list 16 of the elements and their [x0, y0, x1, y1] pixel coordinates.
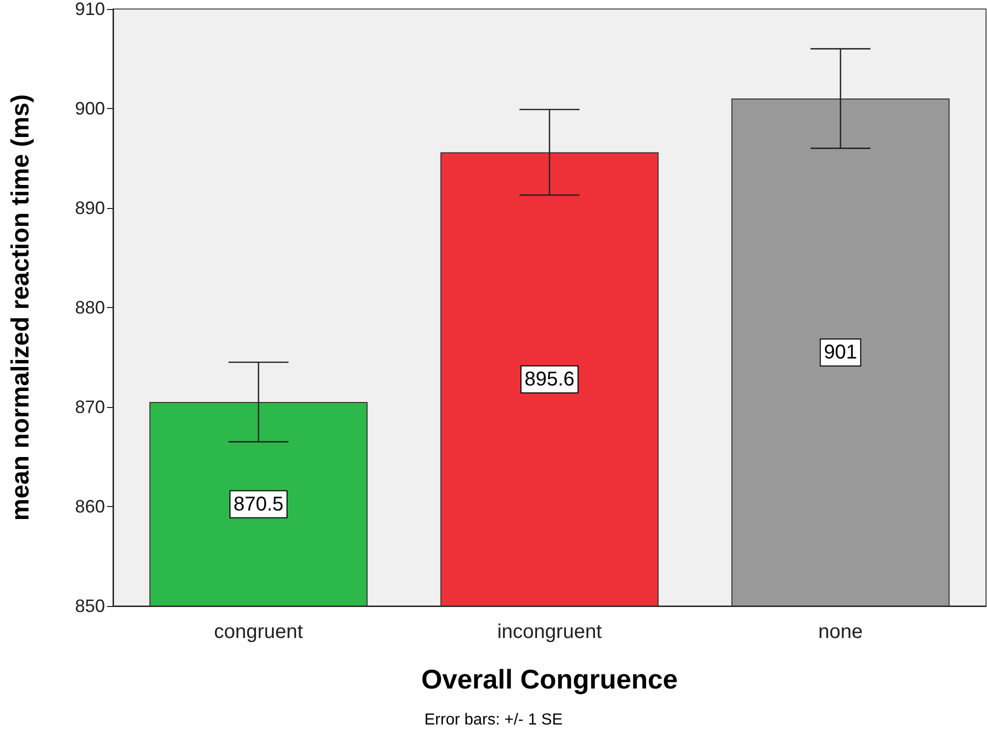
y-tick-label: 870	[74, 397, 105, 417]
data-label: 895.6	[524, 368, 575, 390]
y-tick-label: 850	[74, 596, 105, 616]
x-tick-label: incongruent	[497, 621, 602, 643]
y-tick-label: 890	[74, 198, 105, 218]
y-axis-title: mean normalized reaction time (ms)	[6, 94, 34, 521]
y-tick-label: 860	[74, 496, 105, 516]
x-axis-title: Overall Congruence	[421, 664, 678, 694]
data-label: 901	[824, 342, 858, 364]
text: Error bars: +/- 1 SE	[424, 712, 563, 728]
data-label: 870.5	[233, 493, 284, 516]
y-tick-label: 910	[74, 0, 105, 19]
x-tick-label: none	[818, 621, 863, 643]
y-tick-label: 900	[74, 98, 105, 118]
x-tick-label: congruent	[214, 621, 304, 643]
y-tick-label: 880	[74, 298, 105, 318]
